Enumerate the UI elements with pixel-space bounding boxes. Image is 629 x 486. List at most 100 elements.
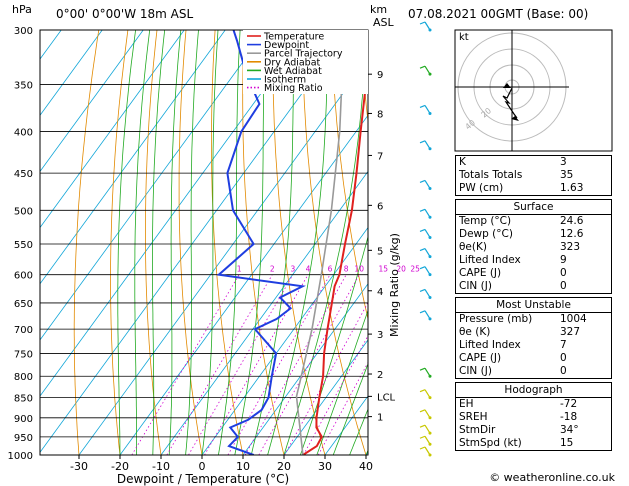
isotherm-line [201, 226, 368, 455]
wind-barb [424, 446, 431, 456]
plot-frame [39, 29, 369, 456]
wind-barb-base [428, 255, 432, 259]
legend-label: Parcel Trajectory [264, 49, 343, 60]
wind-barb-base [428, 453, 432, 457]
mu-value: 327 [560, 326, 581, 338]
series-line-temperature [302, 69, 368, 455]
hodograph-box: Hodograph EH -72 SREH -18 StmDir 34° StmSpd… [455, 382, 612, 451]
km-tick-label: 9 [377, 70, 383, 81]
isotherm-line [283, 339, 368, 455]
legend-label: Dewpoint [264, 40, 309, 51]
wind-barb-base [428, 72, 432, 76]
wind-barb [424, 424, 431, 434]
mu-value: 1004 [560, 313, 587, 325]
surface-label: Dewp (°C) [459, 228, 513, 240]
table-row: Lifted Index 7 [456, 339, 613, 352]
wind-barb-flag [419, 208, 426, 212]
mu-value: 7 [560, 339, 567, 351]
surface-value: 24.6 [560, 215, 584, 227]
wind-barb [424, 367, 431, 377]
pressure-tick-label: 950 [14, 433, 33, 444]
isotherm-line [78, 58, 368, 455]
wind-barb-flag [419, 367, 426, 371]
wind-barb-base [428, 442, 432, 446]
wet-adiabat-line [332, 362, 368, 455]
wet-adiabat-line [152, 30, 166, 455]
wet-adiabat-line [218, 30, 241, 455]
wind-barb-base [428, 147, 432, 151]
mixing-ratio-label: 2 [270, 265, 275, 274]
pressure-tick-label: 650 [14, 299, 33, 310]
wind-barb-flag [419, 266, 426, 270]
surface-box: Surface Temp (°C) 24.6 Dewp (°C) 12.6 θe(K… [455, 199, 612, 294]
background-lines [40, 30, 368, 455]
mu-label: Lifted Index [459, 339, 521, 351]
wind-barb-base [428, 273, 432, 277]
pressure-tick-label: 350 [14, 80, 33, 91]
hodo-value: -72 [560, 398, 578, 410]
mu-label: Pressure (mb) [459, 313, 533, 325]
wind-barb-base [428, 295, 432, 299]
isotherm-line [242, 283, 368, 455]
temp-tick-label: -30 [70, 460, 88, 473]
surface-label: CAPE (J) [459, 267, 502, 279]
mixing-ratio-line [227, 274, 331, 455]
index-value: 35 [560, 169, 574, 181]
index-label: Totals Totals [459, 169, 523, 181]
table-row: CIN (J) 0 [456, 365, 613, 378]
table-row: PW (cm) 1.63 [456, 182, 613, 195]
wind-barb [424, 435, 431, 445]
wind-barb [424, 289, 431, 298]
mixing-ratio-label: 1 [237, 265, 242, 274]
legend-label: Temperature [263, 32, 324, 43]
mixing-ratio-line [204, 274, 309, 455]
isotherm-line [40, 30, 103, 116]
pressure-tick-label: 300 [14, 26, 33, 37]
km-tick-label: 2 [377, 370, 383, 381]
wind-barb [424, 310, 431, 320]
location-title: 0°00' 0°00'W 18m ASL [56, 7, 194, 21]
wind-barb-base [428, 235, 432, 239]
table-row: CAPE (J) 0 [456, 267, 613, 280]
legend-label: Dry Adiabat [264, 57, 321, 68]
temp-tick-label: 0 [199, 460, 206, 473]
km-tick-label: LCL [377, 392, 396, 403]
x-axis-label: Dewpoint / Temperature (°C) [117, 472, 289, 486]
temp-tick-label: 10 [236, 460, 250, 473]
wind-barb-flag [419, 310, 426, 314]
axis-ticks: 3003504004505005506006507007508008509009… [8, 26, 396, 473]
profile-lines [216, 30, 368, 455]
mu-label: CAPE (J) [459, 352, 502, 364]
mixing-ratio-label: 15 [379, 265, 389, 274]
km-tick-label: 7 [377, 151, 383, 162]
wet-adiabat-line [201, 30, 219, 455]
wind-barb-flag [419, 424, 426, 428]
legend-label: Mixing Ratio [264, 83, 323, 94]
wind-barb-flag [419, 409, 426, 413]
mu-value: 0 [560, 365, 567, 377]
table-row: Pressure (mb) 1004 [456, 313, 613, 326]
surface-value: 0 [560, 267, 567, 279]
km-tick-label: 8 [377, 109, 383, 120]
table-row: θe(K) 323 [456, 241, 613, 254]
dry-adiabat-line [211, 30, 244, 455]
wind-barb-base [428, 111, 432, 115]
wind-barb-flag [419, 140, 426, 144]
wind-barb [424, 65, 431, 75]
pressure-tick-label: 400 [14, 128, 33, 139]
pressure-tick-label: 600 [14, 271, 33, 282]
index-label: PW (cm) [459, 182, 504, 194]
temp-tick-label: 40 [359, 460, 373, 473]
wind-barb-flag [419, 21, 426, 25]
table-row: CAPE (J) 0 [456, 352, 613, 365]
index-value: 3 [560, 156, 567, 168]
wind-barb-base [428, 374, 432, 378]
wet-adiabat-line [316, 309, 368, 455]
most-unstable-title: Most Unstable [456, 298, 611, 313]
mixing-ratio-label: 3 [291, 265, 296, 274]
wind-barb-flag [419, 288, 426, 293]
dry-adiabat-line [178, 30, 203, 455]
